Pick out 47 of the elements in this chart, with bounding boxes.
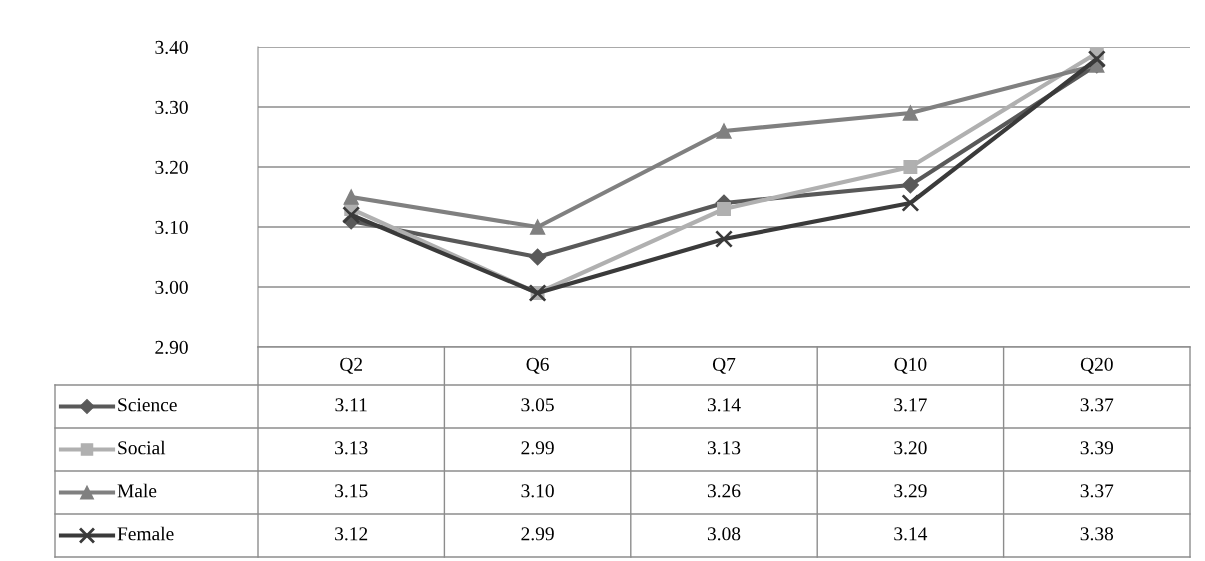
data-label: 3.13: [335, 441, 368, 455]
data-label: 3.37: [1080, 398, 1114, 412]
point: [529, 219, 546, 235]
point: [714, 229, 734, 249]
point: [343, 189, 359, 205]
data-label: 3.05: [521, 398, 554, 412]
legend-label: Male: [117, 483, 157, 498]
y-tick-label: 3.00: [155, 280, 188, 295]
data-label: 3.20: [894, 441, 927, 455]
x-tick-label: Q7: [712, 357, 736, 374]
data-label: 3.11: [335, 398, 367, 412]
point: [716, 123, 732, 139]
x-tick-label: Q10: [894, 357, 927, 374]
data-label: 3.10: [521, 484, 554, 498]
point: [902, 105, 919, 121]
y-tick-label: 3.30: [155, 100, 188, 115]
point: [901, 176, 919, 194]
data-label: 3.38: [1080, 527, 1114, 541]
data-label: 3.12: [335, 527, 368, 541]
data-label: 2.99: [521, 441, 554, 455]
y-tick-label: 3.10: [155, 220, 188, 235]
data-label: 3.29: [894, 484, 927, 498]
data-label: 3.37: [1080, 484, 1114, 498]
legend-label: Science: [118, 398, 177, 412]
data-label: 2.99: [521, 527, 554, 541]
data-label: 3.17: [894, 398, 927, 412]
point: [529, 248, 547, 266]
x-tick-label: Q20: [1080, 357, 1113, 374]
point: [901, 193, 920, 213]
x-tick-label: Q6: [526, 357, 549, 374]
point: [1087, 49, 1106, 69]
data-label: 3.15: [335, 484, 368, 498]
data-label: 3.08: [707, 527, 741, 541]
legend-label: Social: [118, 440, 166, 455]
data-label: 3.14: [707, 398, 741, 412]
point: [342, 205, 361, 225]
y-tick-label: 2.90: [155, 340, 188, 355]
y-tick-label: 3.20: [155, 160, 188, 175]
data-label: 3.13: [707, 441, 741, 455]
y-tick-label: 3.40: [155, 40, 188, 55]
data-label: 3.39: [1080, 441, 1114, 455]
legend-label: Female: [117, 526, 174, 541]
x-tick-label: Q2: [340, 357, 363, 374]
data-label: 3.14: [894, 527, 928, 541]
data-label: 3.26: [707, 484, 741, 498]
point: [903, 160, 918, 174]
point: [717, 202, 731, 216]
